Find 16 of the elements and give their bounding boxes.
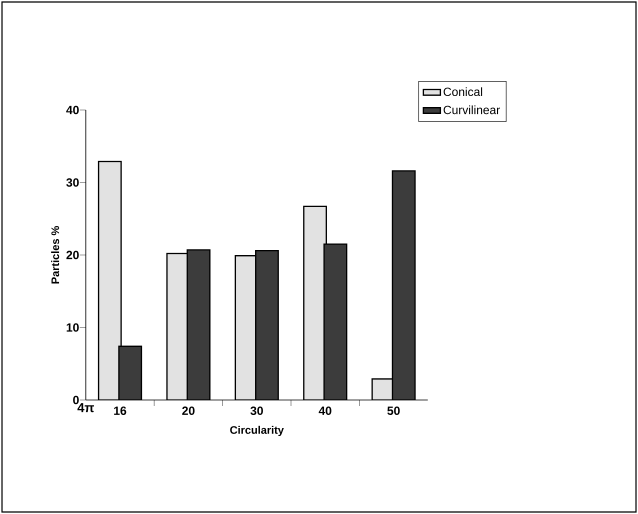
y-tick-label: 20 (66, 250, 79, 260)
text: 4π (77, 403, 94, 412)
bar (98, 160, 122, 400)
y-tick-label: 10 (66, 323, 79, 332)
legend-label: Conical (444, 87, 482, 96)
x-axis-title: Circularity (230, 426, 284, 436)
x-tick-label: 40 (318, 406, 332, 415)
y-tick-label: 40 (66, 106, 79, 114)
x-tick-label: 16 (114, 406, 126, 415)
y-tick-label: 30 (66, 178, 79, 187)
x-tick-label: 30 (250, 406, 263, 415)
y-tick-label: 0 (73, 396, 79, 404)
y-axis-title: Particles % (51, 226, 60, 284)
legend-label: Curvilinear (444, 105, 500, 114)
x-tick-label: 50 (387, 406, 400, 415)
x-tick-label: 20 (182, 406, 195, 415)
